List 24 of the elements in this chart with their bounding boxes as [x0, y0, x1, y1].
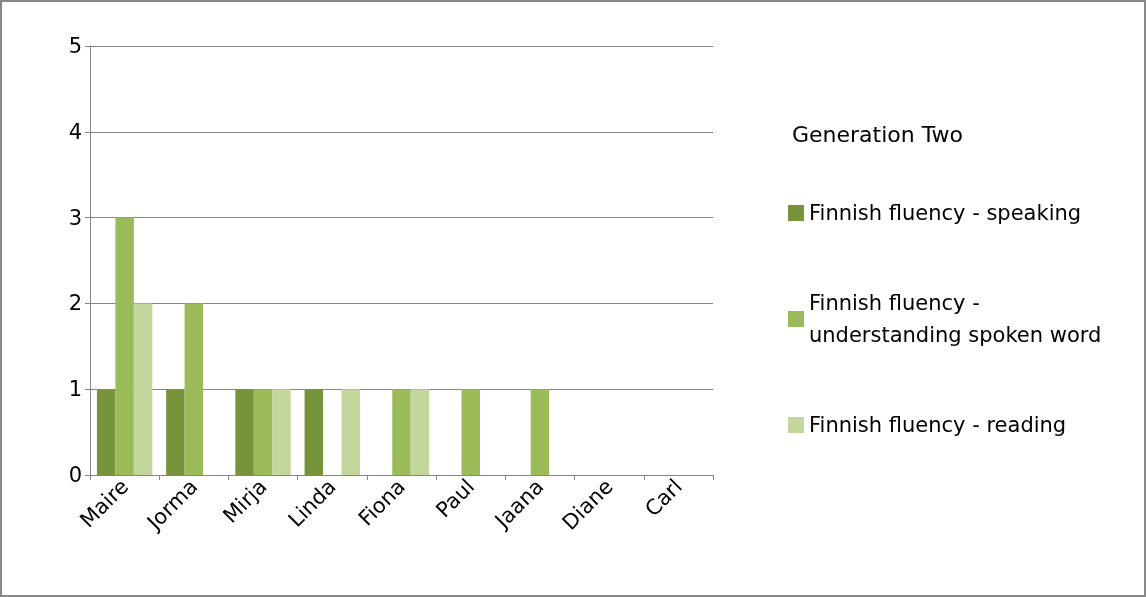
bar: [272, 389, 291, 475]
bar: [133, 303, 153, 475]
bar: [253, 389, 273, 475]
bar: [166, 389, 185, 475]
legend-title: Generation Two: [792, 122, 963, 147]
bar: [461, 389, 480, 475]
bar: [341, 389, 360, 475]
y-tick-label: 4: [68, 119, 82, 144]
bar: [235, 389, 254, 475]
bar: [184, 303, 204, 475]
bar: [392, 389, 411, 475]
legend-label: Finnish fluency - reading: [809, 413, 1067, 437]
legend-label: Finnish fluency - understanding spoken word: [809, 291, 1102, 347]
y-tick-label: 5: [68, 34, 82, 58]
bar: [410, 389, 430, 475]
y-tick-label: 0: [68, 463, 82, 487]
y-tick-label: 1: [68, 377, 82, 402]
y-tick-label: 2: [68, 291, 82, 316]
bar: [96, 389, 116, 475]
bar: [304, 389, 324, 475]
legend-label: Finnish fluency - speaking: [809, 201, 1082, 225]
bar: [115, 217, 134, 475]
bar: [530, 389, 550, 475]
y-tick-label: 3: [68, 205, 82, 230]
